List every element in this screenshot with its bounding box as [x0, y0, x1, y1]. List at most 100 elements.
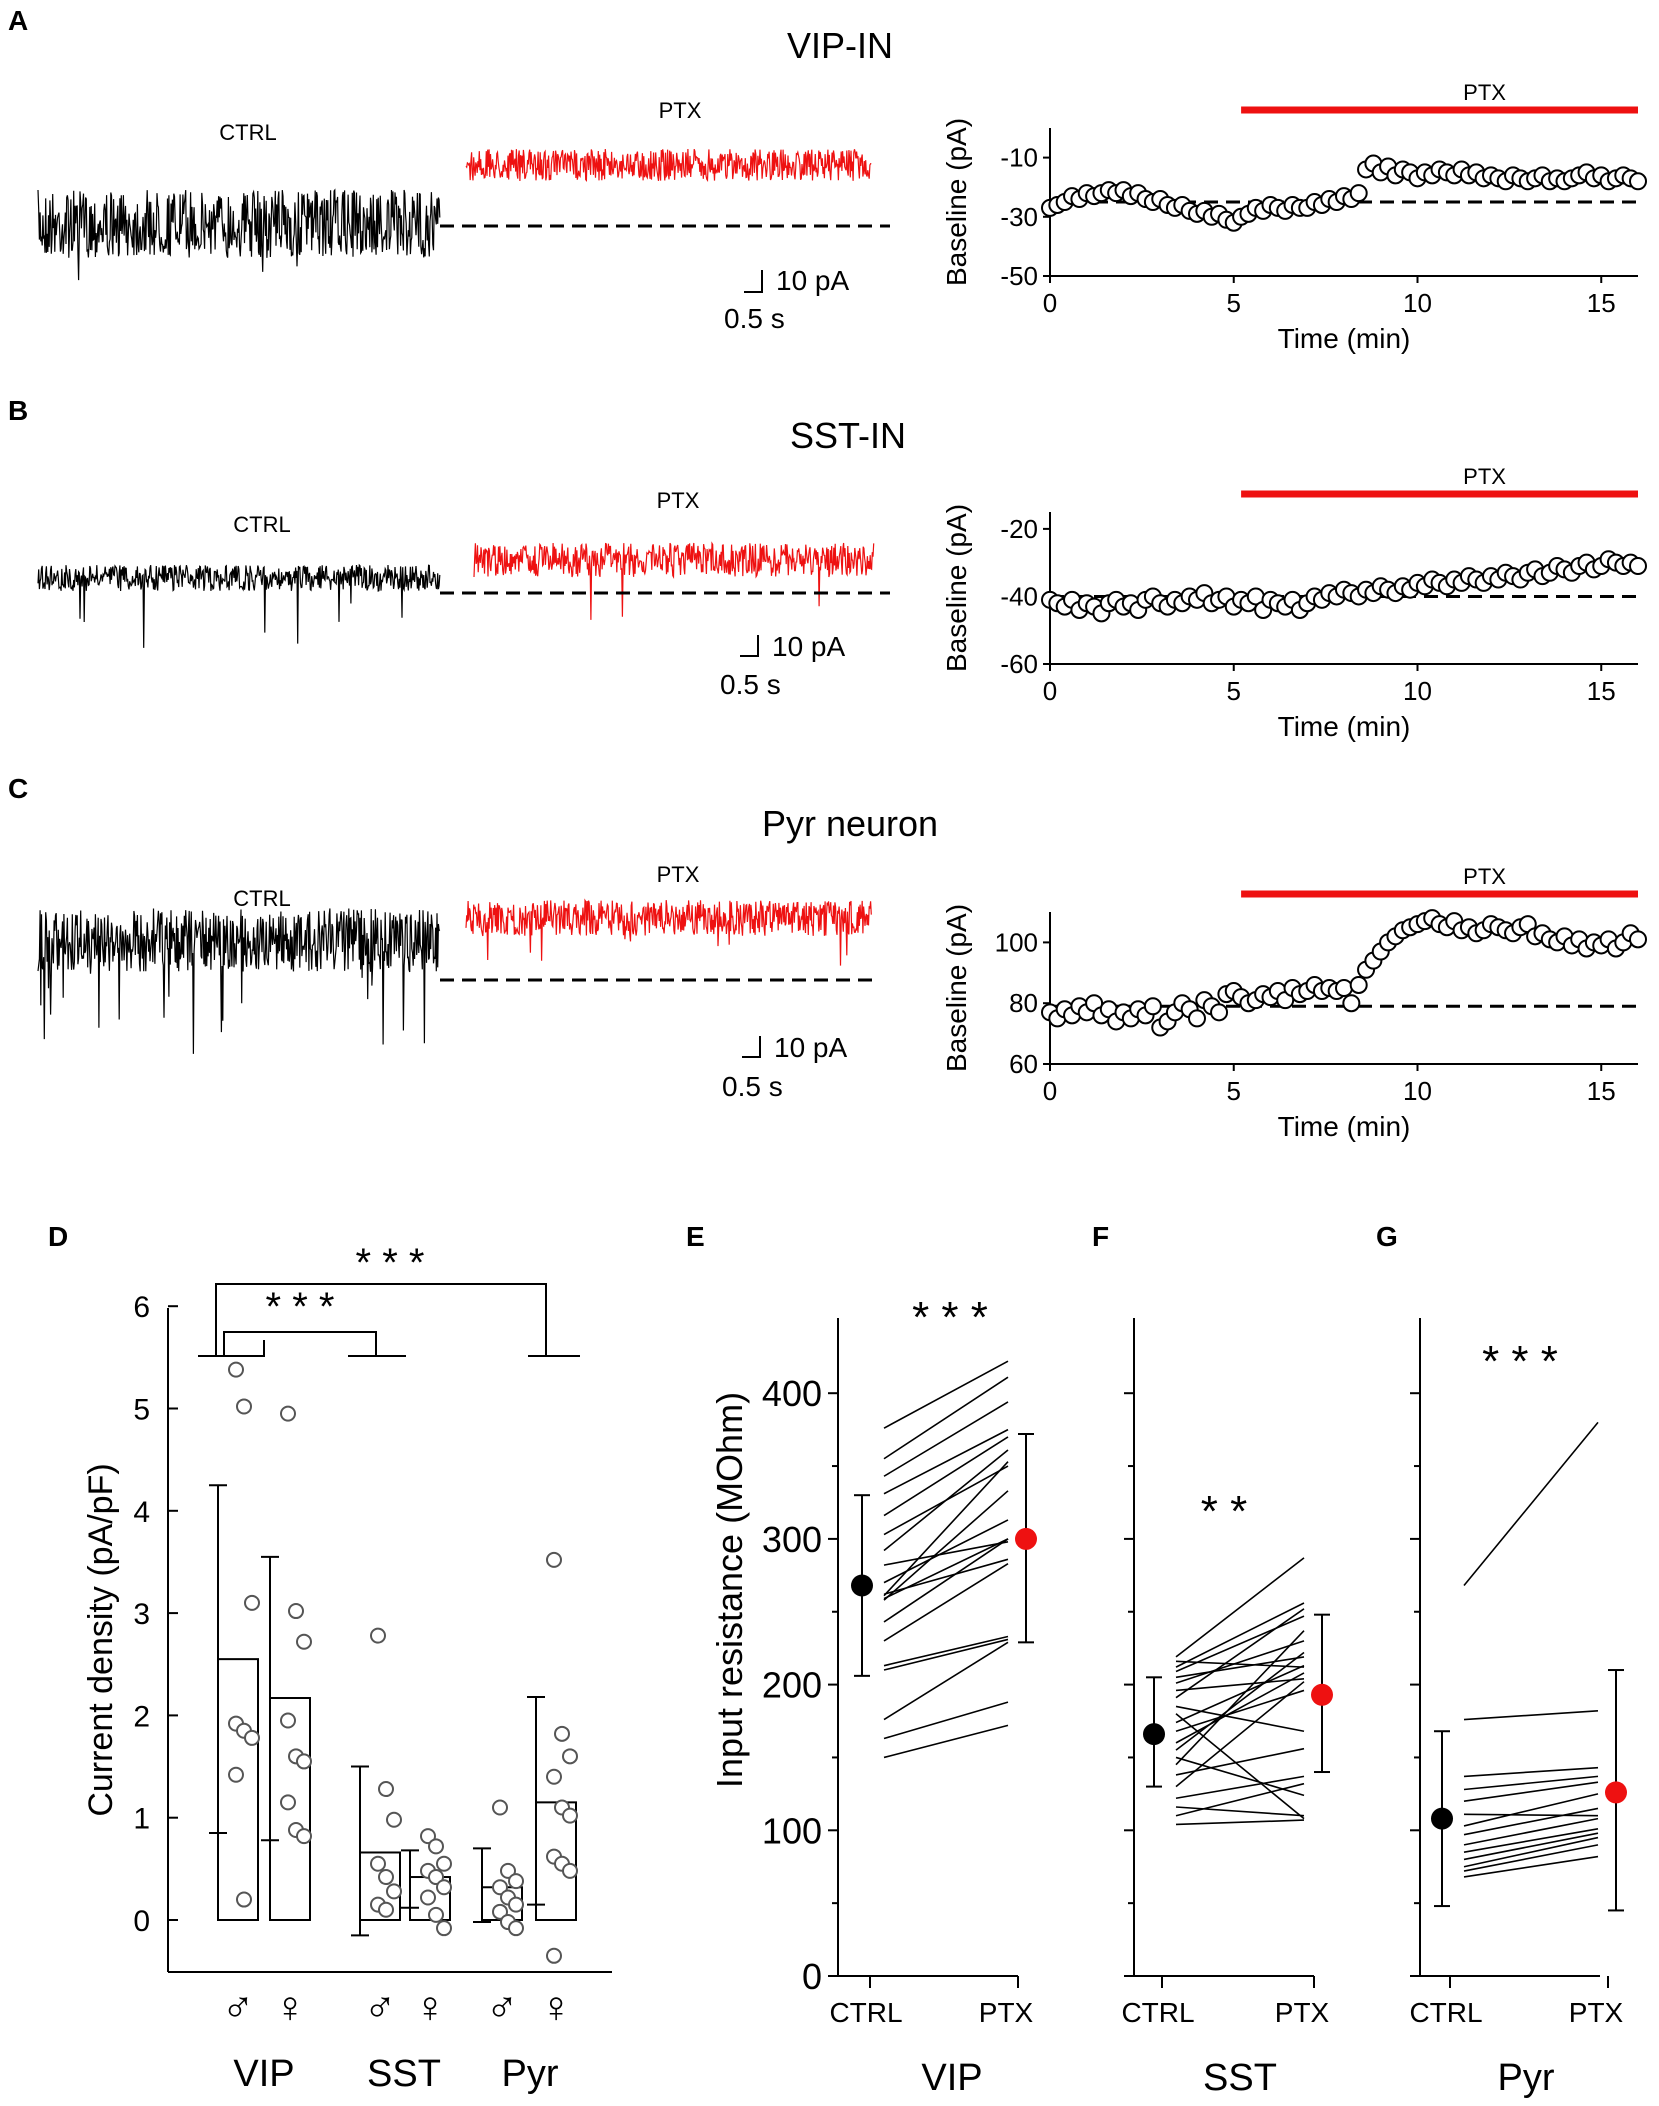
paired-line: [883, 1465, 1009, 1536]
paired-line: [883, 1638, 1009, 1671]
y-tick-label: 60: [1009, 1049, 1038, 1079]
y-tick-label: 5: [133, 1394, 150, 1427]
sex-symbol: ♀: [540, 1983, 573, 2032]
x-tick-label: 0: [1043, 288, 1057, 318]
paired-line: [883, 1635, 1009, 1667]
data-point: [296, 1828, 312, 1845]
panel-title-c: Pyr neuron: [762, 803, 938, 844]
paired-line: [1463, 1781, 1599, 1802]
ptx-trace-a: [465, 148, 872, 183]
paired-line: [883, 1519, 1009, 1584]
data-point: [228, 1361, 244, 1378]
x-tick-label: PTX: [1569, 1997, 1624, 2028]
y-tick-label: 300: [762, 1519, 822, 1560]
data-point: [546, 1947, 562, 1964]
paired-line: [883, 1558, 1009, 1596]
x-tick-label: 0: [1043, 1076, 1057, 1106]
paired-line: [1175, 1775, 1305, 1800]
data-point: [500, 1862, 516, 1879]
y-axis-label: Input resistance (MOhm): [709, 1392, 750, 1788]
baseline-point: [1629, 557, 1647, 576]
paired-line: [1463, 1836, 1599, 1868]
paired-line: [1463, 1421, 1599, 1587]
paired-line: [1463, 1855, 1599, 1878]
y-tick-label: 200: [762, 1665, 822, 1706]
ptx-label-b: PTX: [657, 488, 700, 513]
data-point: [562, 1748, 578, 1765]
paired-line: [1463, 1828, 1599, 1853]
panel-letter-d: D: [48, 1221, 68, 1252]
scale-bar-b: 10 pA 0.5 s: [720, 631, 845, 700]
panel-letter-b: B: [8, 395, 28, 426]
paired-line: [1175, 1705, 1305, 1733]
scale-y-b: 10 pA: [772, 631, 845, 662]
data-point: [244, 1594, 260, 1611]
data-point: [280, 1712, 296, 1729]
panel-title-b: SST-IN: [790, 415, 906, 456]
paired-line: [1175, 1615, 1305, 1673]
paired-line: [883, 1538, 1009, 1623]
x-tick-label: CTRL: [1409, 1997, 1482, 2028]
data-point: [386, 1883, 402, 1900]
x-tick-label: 15: [1587, 676, 1616, 706]
paired-line: [1463, 1710, 1599, 1721]
data-point: [492, 1879, 508, 1896]
paired-line: [1463, 1793, 1599, 1827]
sex-symbol: ♂: [222, 1983, 255, 2032]
x-tick-label: 15: [1587, 1076, 1616, 1106]
paired-line: [1175, 1713, 1305, 1820]
y-tick-label: -40: [1000, 581, 1038, 611]
ctrl-trace-c: [37, 908, 441, 1054]
baseline-chart-b: -20 -40 -600 5 10 15 Time (min) Baseline (pA) PT…: [941, 464, 1647, 742]
significance-stars: * * *: [266, 1285, 335, 1329]
paired-line: [883, 1461, 1009, 1597]
y-tick-label: 3: [133, 1598, 150, 1631]
x-tick-label: 10: [1403, 1076, 1432, 1106]
panel-letter-g: G: [1376, 1221, 1398, 1252]
paired-line: [1463, 1766, 1599, 1778]
sex-symbol: ♂: [364, 1983, 397, 2032]
baseline-point: [1335, 979, 1353, 997]
paired-line: [883, 1701, 1009, 1740]
x-tick-label: PTX: [979, 1997, 1034, 2028]
ctrl-trace-a: [37, 188, 441, 281]
paired-line: [883, 1401, 1009, 1477]
paired-line: [883, 1562, 1009, 1642]
data-point: [280, 1794, 296, 1811]
panel-letter-c: C: [8, 773, 28, 804]
paired-line: [1463, 1813, 1599, 1817]
ptx-trace-c: [465, 898, 872, 966]
paired-line: [883, 1641, 1009, 1721]
data-point: [492, 1903, 508, 1920]
data-point: [386, 1811, 402, 1828]
x-tick-label: 10: [1403, 288, 1432, 318]
y-tick-label: 0: [802, 1956, 822, 1997]
data-point: [378, 1901, 394, 1918]
scale-y-c: 10 pA: [774, 1032, 847, 1063]
y-tick-label: 80: [1009, 988, 1038, 1018]
baseline-point: [1210, 1003, 1229, 1022]
paired-line: [1175, 1689, 1305, 1732]
paired-line: [883, 1436, 1009, 1517]
data-point: [236, 1891, 252, 1908]
baseline-point: [1629, 930, 1647, 949]
baseline-point: [1349, 975, 1368, 994]
y-tick-label: 1: [133, 1803, 150, 1836]
data-point: [288, 1603, 304, 1620]
panel-title-a: VIP-IN: [787, 25, 893, 66]
data-point: [370, 1855, 386, 1872]
baseline-point: [1629, 172, 1647, 191]
paired-line: [883, 1724, 1009, 1759]
y-tick-label: 100: [762, 1810, 822, 1851]
data-point: [508, 1920, 524, 1937]
ptx-label-c: PTX: [657, 862, 700, 887]
y-axis-label: Current density (pA/pF): [82, 1463, 120, 1816]
x-tick-label: CTRL: [1121, 1997, 1194, 2028]
bar-vip-male: [217, 1658, 259, 1921]
data-point: [280, 1405, 296, 1422]
input-resistance-chart-vip: 0 100 200 300 400 CTRL PTX Input resistance (MO…: [709, 1293, 1037, 2099]
baseline-point: [1188, 1009, 1206, 1028]
y-axis-label: Baseline (pA): [941, 118, 972, 286]
data-point: [420, 1828, 436, 1845]
